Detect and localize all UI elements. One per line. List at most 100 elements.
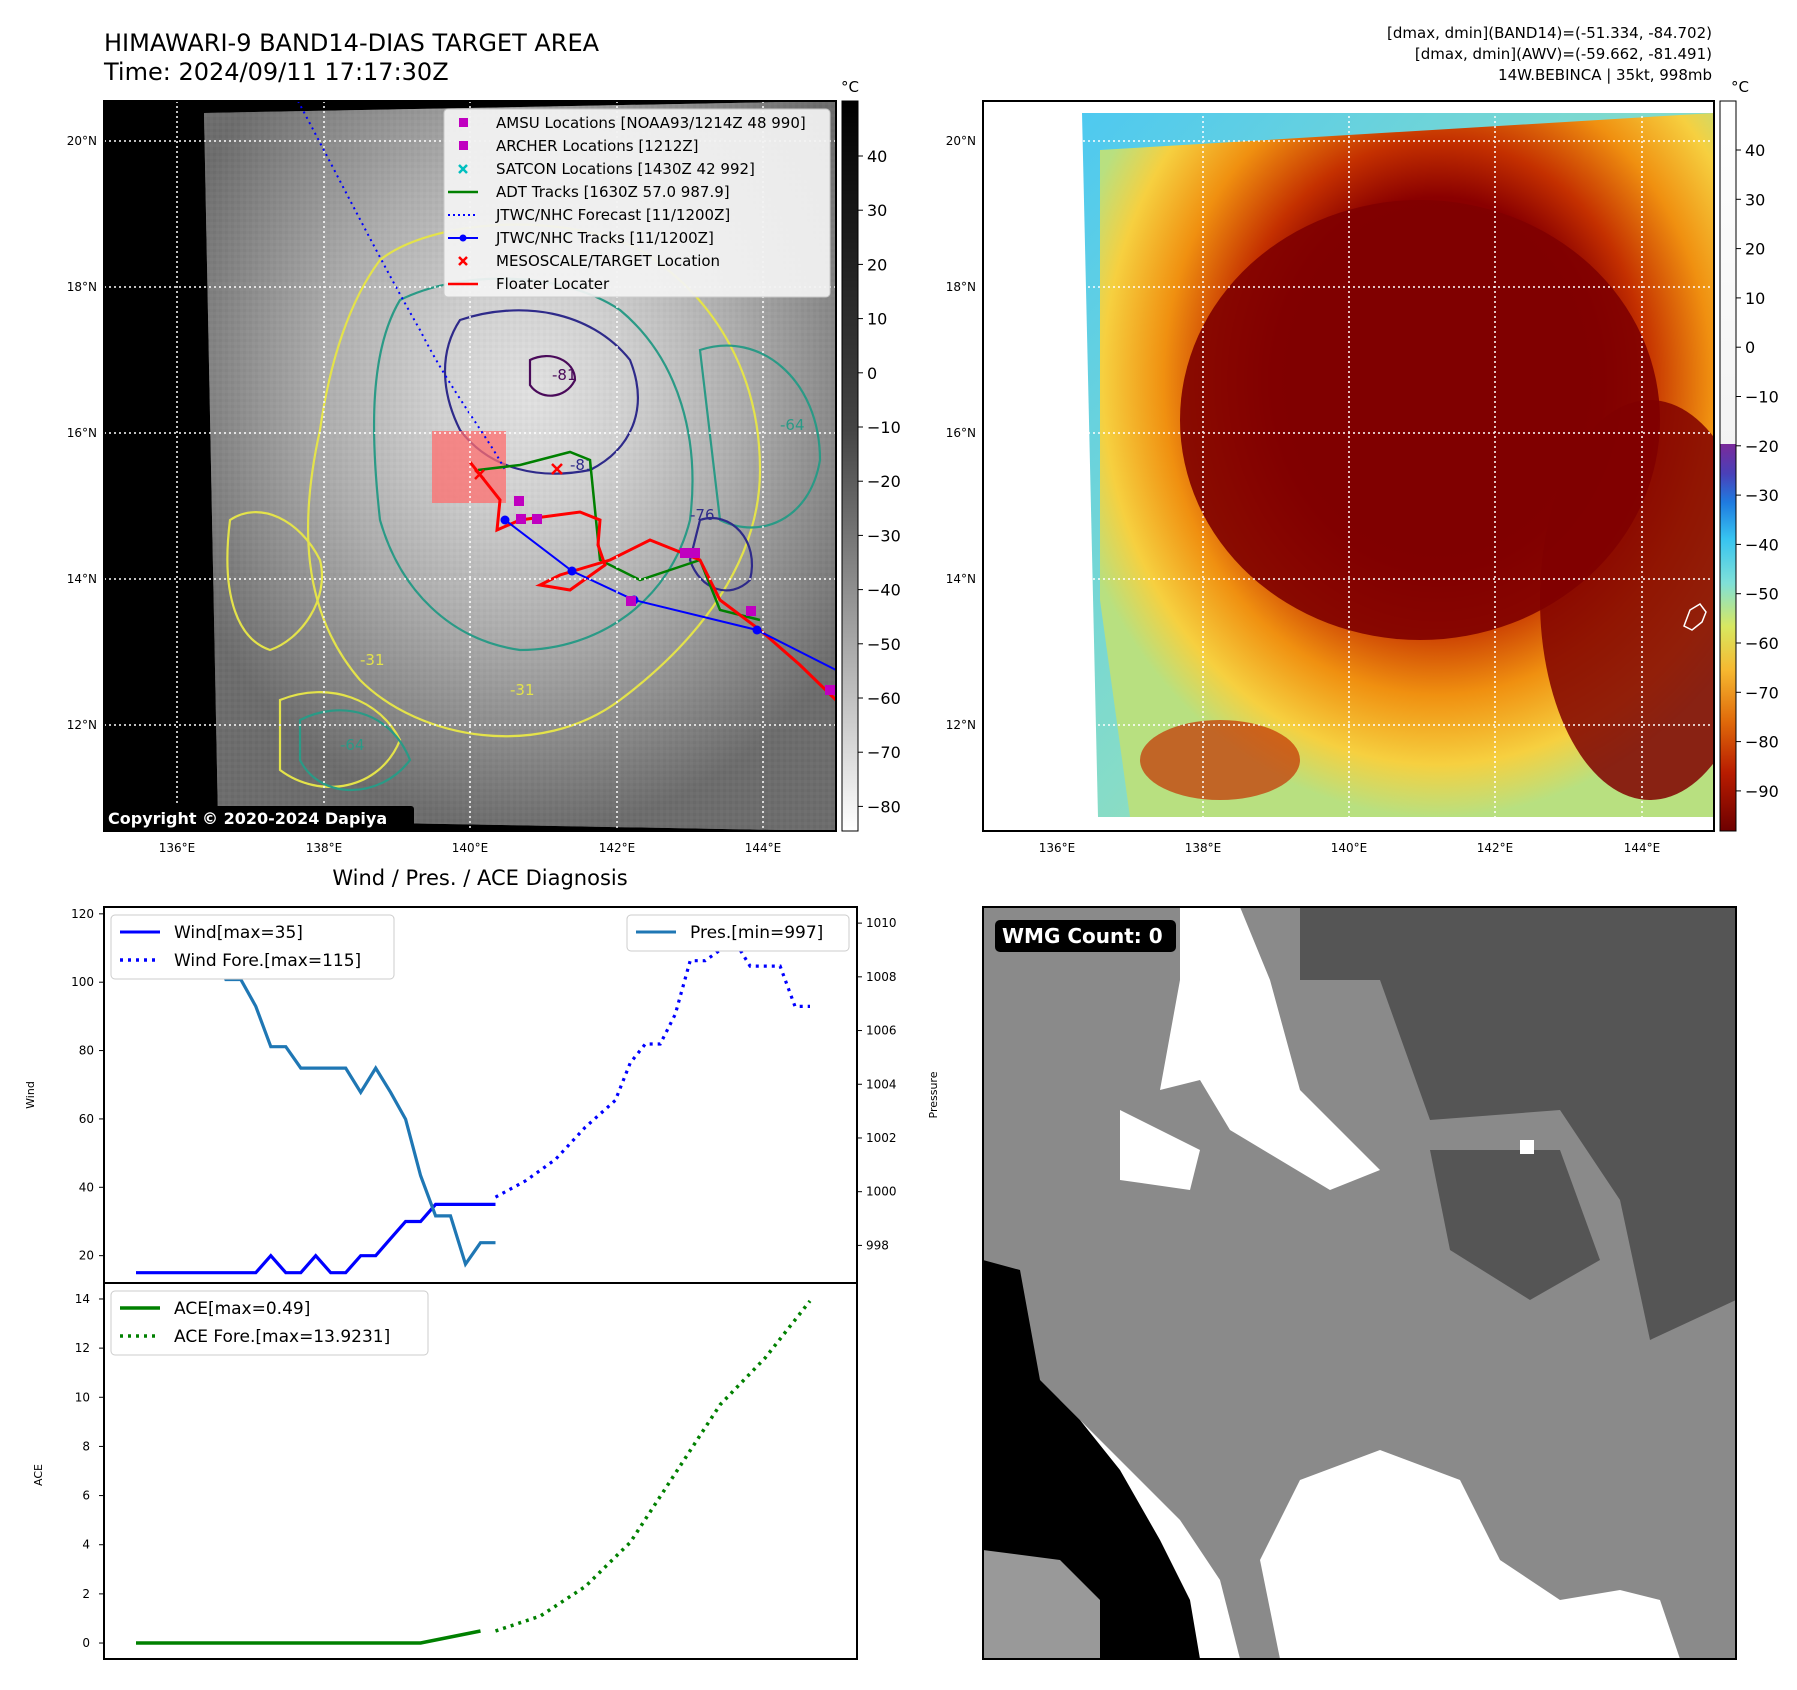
series-line <box>494 1299 812 1633</box>
lat-label: 18°N <box>946 280 976 294</box>
lat-label: 16°N <box>67 426 97 440</box>
info-awv: [dmax, dmin](AWV)=(-59.662, -81.491) <box>1415 45 1712 63</box>
wind-tick: 120 <box>71 907 94 921</box>
ace-tick: 14 <box>75 1292 90 1306</box>
wind-legend: Wind[max=35] Wind Fore.[max=115] <box>110 914 395 980</box>
legend-ace: ACE[max=0.49] <box>174 1299 310 1319</box>
track-point <box>500 515 510 525</box>
info-band14: [dmax, dmin](BAND14)=(-51.334, -84.702) <box>1387 24 1712 42</box>
colorbar-tick: −90 <box>1745 782 1779 801</box>
colorbar-tick: −50 <box>1745 585 1779 604</box>
lat-label: 14°N <box>946 572 976 586</box>
pressure-tick: 1004 <box>866 1077 897 1091</box>
track-point <box>567 566 577 576</box>
pressure-tick: 1000 <box>866 1185 897 1199</box>
colorbar-tick: 40 <box>867 147 887 166</box>
legend-wind: Wind[max=35] <box>174 923 303 943</box>
series-line <box>136 1202 496 1275</box>
legend-ace-fore: ACE Fore.[max=13.9231] <box>174 1327 390 1347</box>
wmg-panel: WMG Count: 0 <box>982 906 1737 1660</box>
ace-tick: 2 <box>82 1587 90 1601</box>
colorbar-tick: 40 <box>1745 141 1765 160</box>
wind-axis-label: Wind <box>24 1081 37 1109</box>
colorbar-tick: −20 <box>1745 437 1779 456</box>
colorbar-tick: −50 <box>867 635 901 654</box>
legend-item: JTWC/NHC Tracks [11/1200Z] <box>448 229 714 247</box>
wind-tick: 20 <box>79 1249 94 1263</box>
legend-pres: Pres.[min=997] <box>690 923 823 943</box>
diagnosis-title: Wind / Pres. / ACE Diagnosis <box>332 866 627 890</box>
ace-tick: 8 <box>82 1439 90 1453</box>
pressure-axis-label: Pressure <box>927 1071 940 1118</box>
temp-colorbar-right: °C 40 30 20 10 0 −10 −20 −30 −40 −50 −60 −70 −80 −90 <box>1719 78 1779 832</box>
wind-pressure-chart: Wind Pressure 20 40 60 80 100 120 998 1000 1002… <box>24 906 940 1284</box>
temp-map-right <box>982 100 1715 832</box>
legend-item: ARCHER Locations [1212Z] <box>459 137 699 155</box>
colorbar-tick: −80 <box>1745 733 1779 752</box>
ace-tick: 10 <box>75 1390 90 1404</box>
map-legend: AMSU Locations [NOAA93/1214Z 48 990] ARCH… <box>443 108 831 298</box>
legend-label: ARCHER Locations [1212Z] <box>496 137 699 155</box>
legend-wind-fore: Wind Fore.[max=115] <box>174 951 361 971</box>
mesoscale-target-markers <box>474 463 563 480</box>
jtwc-forecast-line <box>297 101 506 471</box>
figure-title: HIMAWARI-9 BAND14-DIAS TARGET AREA <box>104 29 600 57</box>
wind-tick: 100 <box>71 975 94 989</box>
contour-label: -64 <box>780 416 805 434</box>
info-storm: 14W.BEBINCA | 35kt, 998mb <box>1498 66 1712 84</box>
colorbar-tick: −40 <box>1745 535 1779 554</box>
wmg-count: WMG Count: 0 <box>1002 924 1163 948</box>
colorbar-tick: −70 <box>1745 683 1779 702</box>
ir-colorbar-left: °C 40 30 20 10 0 −10 −20 −30 −40 −50 −60 −70 −80 <box>841 78 901 832</box>
pressure-legend: Pres.[min=997] <box>626 914 850 952</box>
colorbar-tick: 0 <box>1745 338 1755 357</box>
contour-label: -64 <box>340 736 365 754</box>
colorbar-tick: −60 <box>867 689 901 708</box>
ace-tick: 6 <box>82 1489 90 1503</box>
legend-label: MESOSCALE/TARGET Location <box>496 252 720 270</box>
figure-time: Time: 2024/09/11 17:17:30Z <box>103 58 449 86</box>
lon-label: 142°E <box>599 841 636 855</box>
pressure-tick: 1008 <box>866 970 897 984</box>
series-line <box>494 939 810 1199</box>
colorbar-tick: −10 <box>867 418 901 437</box>
lat-label: 20°N <box>67 134 97 148</box>
legend-label: AMSU Locations [NOAA93/1214Z 48 990] <box>496 114 806 132</box>
colorbar-tick: −20 <box>867 472 901 491</box>
ace-tick: 4 <box>82 1538 90 1552</box>
colorbar-tick: 20 <box>867 255 887 274</box>
colorbar-tick: −10 <box>1745 388 1779 407</box>
lat-label: 14°N <box>67 572 97 586</box>
wind-tick: 80 <box>79 1044 94 1058</box>
colorbar-tick: 20 <box>1745 240 1765 259</box>
legend-item: SATCON Locations [1430Z 42 992] <box>458 160 755 178</box>
colorbar-unit: °C <box>841 78 859 96</box>
colorbar-tick: 10 <box>1745 289 1765 308</box>
colorbar-tick: −30 <box>867 526 901 545</box>
colorbar-tick: 0 <box>867 364 877 383</box>
pressure-tick: 1006 <box>866 1024 897 1038</box>
contour-label: -81 <box>552 366 577 384</box>
colorbar-tick: 30 <box>1745 190 1765 209</box>
legend-item: MESOSCALE/TARGET Location <box>458 252 720 270</box>
ace-chart: ACE 0 2 4 6 8 10 12 14 ACE[max=0.49] ACE Fore.[… <box>32 1282 858 1660</box>
colorbar-tick: −40 <box>867 581 901 600</box>
legend-label: JTWC/NHC Tracks [11/1200Z] <box>495 229 714 247</box>
lon-label: 136°E <box>1039 841 1076 855</box>
lon-label: 142°E <box>1477 841 1514 855</box>
ace-axis-label: ACE <box>32 1464 45 1486</box>
legend-label: SATCON Locations [1430Z 42 992] <box>496 160 755 178</box>
series-line <box>136 1629 481 1645</box>
map-gridlines <box>983 101 1714 831</box>
contour-label: -31 <box>510 681 535 699</box>
legend-item: Floater Locater <box>448 275 610 293</box>
lon-label: 138°E <box>306 841 343 855</box>
ace-tick: 0 <box>82 1636 90 1650</box>
pressure-tick: 998 <box>866 1238 889 1252</box>
pressure-tick: 1002 <box>866 1131 897 1145</box>
colorbar-tick: 10 <box>867 310 887 329</box>
legend-item: ADT Tracks [1630Z 57.0 987.9] <box>448 183 730 201</box>
lon-label: 138°E <box>1185 841 1222 855</box>
ir-map-left: -81 -81 -76 -64 -64 -31 -31 <box>103 100 837 832</box>
